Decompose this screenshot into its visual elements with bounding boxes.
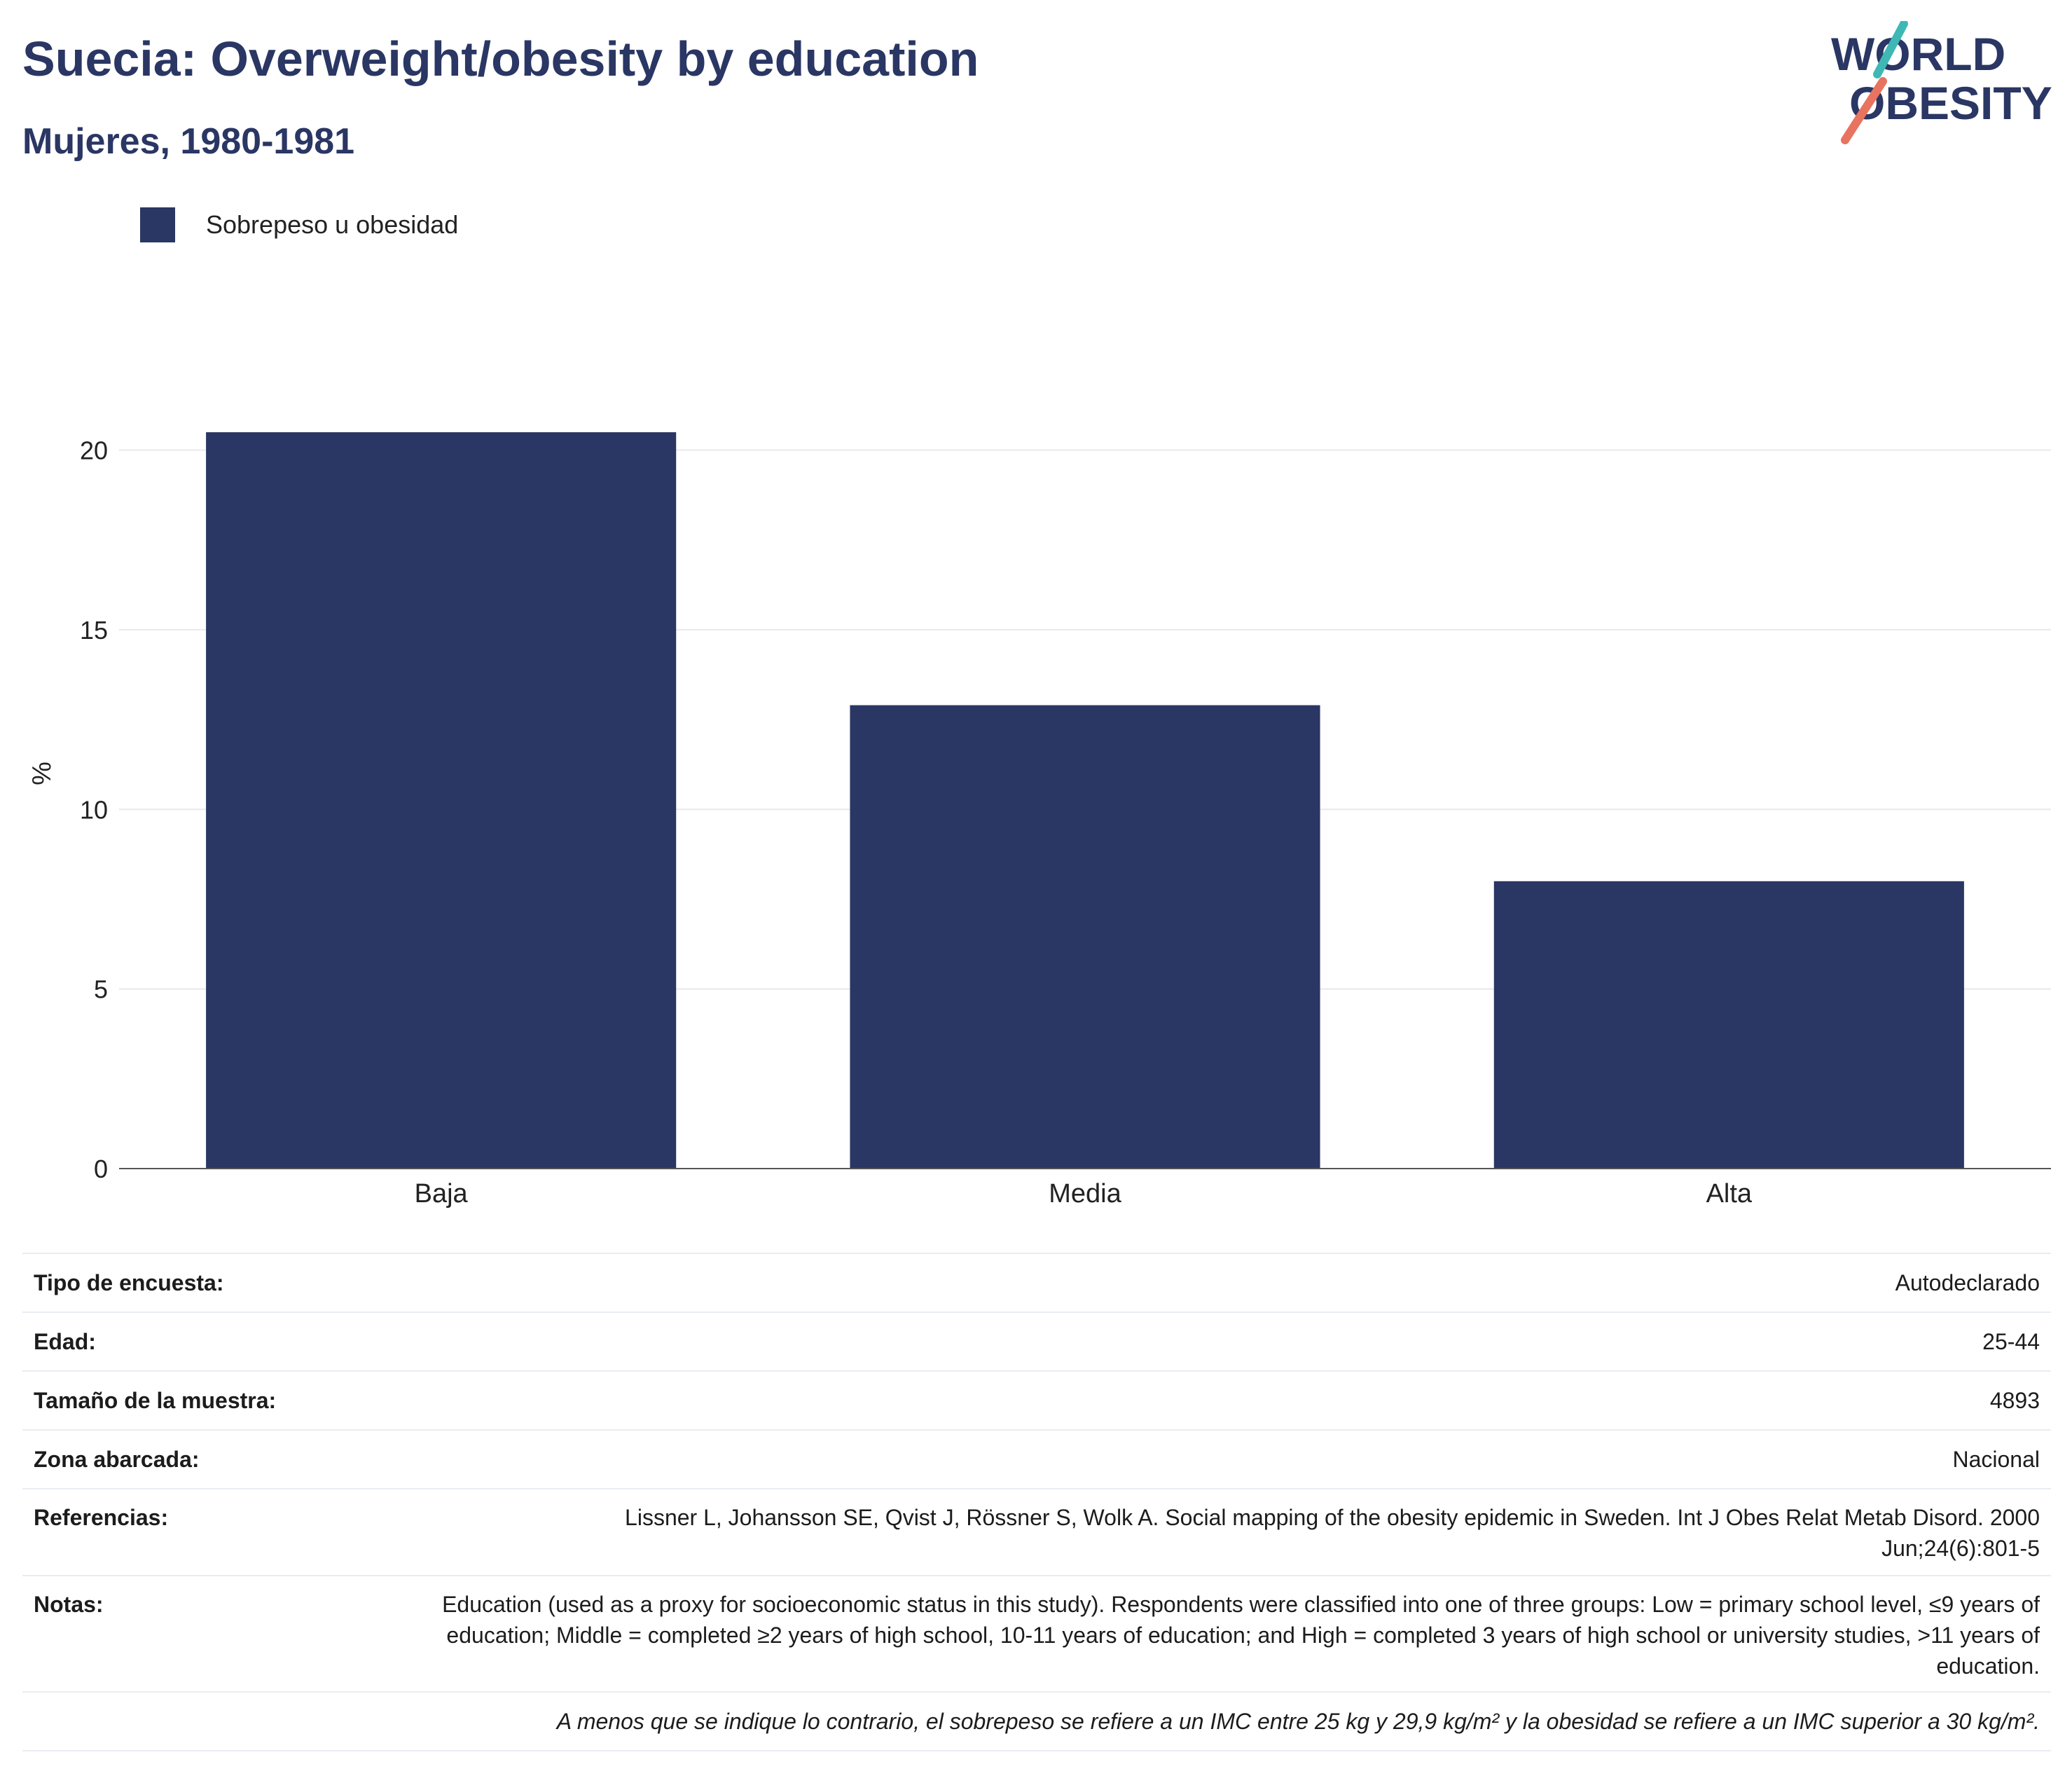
y-axis-label: % [27, 762, 57, 785]
y-tick-label: 5 [94, 975, 108, 1004]
y-tick-label: 20 [80, 436, 108, 465]
chart-subtitle: Mujeres, 1980-1981 [22, 121, 355, 162]
survey-type-value: Autodeclarado [1895, 1270, 2040, 1295]
svg-text:WORLD: WORLD [1831, 28, 2005, 80]
references-label: Referencias: [34, 1505, 169, 1530]
notes-label: Notas: [34, 1592, 104, 1617]
footnote: A menos que se indique lo contrario, el … [556, 1709, 2040, 1734]
info-row-references: Referencias: Lissner L, Johansson SE, Qv… [22, 1488, 2051, 1575]
legend-swatch [140, 207, 175, 242]
x-tick-label: Media [1049, 1179, 1121, 1209]
y-tick-label: 15 [80, 616, 108, 645]
survey-type-label: Tipo de encuesta: [34, 1270, 224, 1295]
chart-title: Suecia: Overweight/obesity by education [22, 32, 979, 86]
info-row-area: Zona abarcada: Nacional [22, 1429, 2051, 1488]
legend-label: Sobrepeso u obesidad [206, 210, 459, 239]
age-value: 25-44 [1982, 1329, 2040, 1354]
sample-size-label: Tamaño de la muestra: [34, 1388, 277, 1413]
x-tick-label: Baja [415, 1179, 469, 1209]
bar [1493, 881, 1964, 1169]
info-row-survey-type: Tipo de encuesta: Autodeclarado [22, 1253, 2051, 1312]
notes-value: Education (used as a proxy for socioecon… [442, 1592, 2040, 1679]
info-row-sample-size: Tamaño de la muestra: 4893 [22, 1370, 2051, 1429]
bar [206, 432, 677, 1169]
area-value: Nacional [1952, 1447, 2040, 1472]
references-value: Lissner L, Johansson SE, Qvist J, Rössne… [625, 1505, 2040, 1561]
info-table: Tipo de encuesta: Autodeclarado Edad: 25… [22, 1253, 2051, 1751]
x-tick-label: Alta [1706, 1179, 1753, 1209]
world-obesity-logo: WORLD OBESITY [1831, 21, 2052, 144]
y-tick-label: 10 [80, 795, 108, 824]
bar [850, 705, 1320, 1169]
info-row-notes: Notas: Education (used as a proxy for so… [22, 1575, 2051, 1691]
y-tick-label: 0 [94, 1155, 108, 1183]
age-label: Edad: [34, 1329, 96, 1354]
sample-size-value: 4893 [1989, 1388, 2040, 1413]
bar-chart: 0 5 10 15 20 Baja Media Alta% [27, 432, 2051, 1209]
area-label: Zona abarcada: [34, 1447, 200, 1472]
info-row-age: Edad: 25-44 [22, 1312, 2051, 1370]
legend: Sobrepeso u obesidad [140, 207, 458, 242]
info-row-footnote: A menos que se indique lo contrario, el … [22, 1691, 2051, 1751]
